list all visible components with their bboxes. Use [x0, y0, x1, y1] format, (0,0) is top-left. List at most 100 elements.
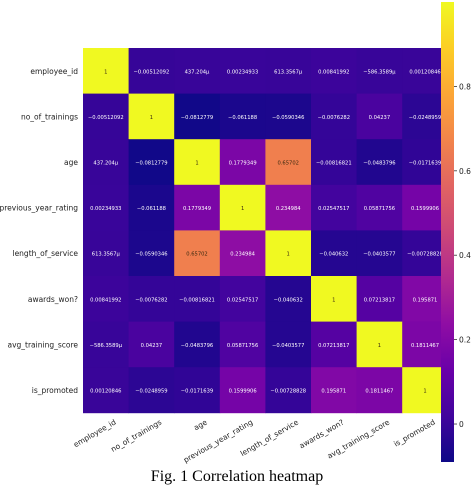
heatmap-cell — [128, 139, 175, 186]
cell-value-label: −0.0076282 — [135, 297, 167, 303]
heatmap-cell — [402, 93, 449, 140]
cell-value-label: 1 — [150, 115, 153, 121]
y-tick-label: no_of_trainings — [21, 112, 78, 121]
cell-value-label: 0.00234933 — [90, 206, 121, 212]
cell-value-label: 0.65702 — [186, 252, 207, 258]
heatmap-cell — [402, 139, 449, 186]
heatmap-cell — [174, 48, 221, 94]
figure-caption: Fig. 1 Correlation heatmap — [150, 468, 324, 485]
heatmap-cell — [83, 230, 129, 277]
cell-value-label: −0.0590346 — [135, 252, 167, 258]
cell-value-label: −0.0248959 — [135, 389, 167, 395]
cell-value-label: 0.65702 — [277, 161, 298, 167]
y-tick-label: previous_year_rating — [0, 204, 78, 213]
cell-value-label: −0.0812779 — [181, 115, 213, 121]
x-tick-label: no_of_trainings — [109, 418, 163, 454]
cell-value-label: 0.07213817 — [364, 297, 395, 303]
cell-value-label: −0.00512092 — [88, 115, 124, 121]
heatmap-cell — [402, 230, 449, 277]
heatmap-cell — [174, 93, 221, 140]
heatmap-cell — [128, 184, 175, 231]
heatmap-cell — [219, 321, 266, 368]
heatmap-cell — [174, 321, 221, 368]
heatmap-cell — [265, 230, 312, 277]
heatmap-cell — [83, 184, 129, 231]
cell-value-label: −0.00728828 — [270, 389, 306, 395]
heatmap-cell — [219, 367, 266, 414]
heatmap-cell — [265, 276, 312, 322]
cell-value-label: 0.195871 — [413, 297, 438, 303]
cell-value-label: 1 — [104, 69, 107, 75]
cell-value-label: 0.195871 — [321, 389, 346, 395]
cell-value-label: −0.0076282 — [318, 115, 350, 121]
heatmap-cell — [83, 48, 129, 94]
cell-value-label: 0.234984 — [276, 206, 301, 212]
x-tick-label: age — [192, 417, 209, 432]
cell-value-label: −0.0171639 — [409, 161, 441, 167]
heatmap-cell — [174, 276, 221, 322]
heatmap-cell — [174, 139, 221, 186]
heatmap-cell — [356, 48, 403, 94]
colorbar-tick-label: 0.4 — [459, 251, 471, 260]
heatmap-cell — [83, 276, 129, 322]
y-tick-label: age — [64, 158, 78, 167]
heatmap-cell — [219, 184, 266, 231]
cell-value-label: 0.00120846 — [90, 389, 121, 395]
heatmap-cell — [83, 367, 129, 414]
heatmap-cell — [311, 48, 357, 94]
heatmap-cell — [311, 93, 357, 140]
cell-value-label: 437.204μ — [93, 161, 118, 167]
cell-value-label: 0.02547517 — [227, 297, 258, 303]
cell-value-label: −0.00816821 — [179, 297, 215, 303]
heatmap-cell — [83, 321, 129, 368]
cell-value-label: −0.0403577 — [363, 252, 395, 258]
cell-value-label: −0.00512092 — [134, 69, 170, 75]
cell-value-label: −0.040632 — [319, 252, 348, 258]
cell-value-label: −0.0171639 — [181, 389, 213, 395]
cell-value-label: 1 — [378, 343, 381, 349]
colorbar-tick-label: 0.2 — [459, 336, 471, 345]
cell-value-label: −0.040632 — [274, 297, 303, 303]
heatmap-cell — [128, 93, 175, 140]
heatmap-cell — [265, 367, 312, 414]
cell-value-label: 0.1599906 — [411, 206, 439, 212]
colorbar-tick-label: 0 — [459, 420, 464, 429]
cell-value-label: −0.061188 — [228, 115, 257, 121]
cell-value-label: 1 — [287, 252, 290, 258]
cell-value-label: −586.3589μ — [90, 343, 123, 349]
cell-value-label: −0.0483796 — [363, 161, 395, 167]
heatmap-cell — [219, 230, 266, 277]
heatmap-cell — [128, 276, 175, 322]
colorbar-tick-label: 0.8 — [459, 82, 471, 91]
heatmap-cell — [356, 276, 403, 322]
heatmap-cell — [402, 276, 449, 322]
heatmap-cell — [356, 184, 403, 231]
heatmap-cell — [311, 367, 357, 414]
cell-value-label: 1 — [241, 206, 244, 212]
heatmap-cell — [219, 93, 266, 140]
cell-value-label: 0.1811467 — [411, 343, 439, 349]
cell-value-label: −0.0248959 — [409, 115, 441, 121]
cell-value-label: 0.00234933 — [227, 69, 258, 75]
cell-value-label: −586.3589μ — [363, 69, 396, 75]
cell-value-label: 1 — [332, 297, 335, 303]
heatmap-cell — [265, 93, 312, 140]
cell-value-label: 1 — [195, 161, 198, 167]
heatmap-cell — [219, 48, 266, 94]
cell-value-label: 437.204μ — [185, 69, 210, 75]
cell-value-label: 0.1779349 — [183, 206, 211, 212]
cell-value-label: 0.1599906 — [229, 389, 257, 395]
heatmap-cell — [83, 139, 129, 186]
heatmap-cell — [356, 321, 403, 368]
heatmap-cell — [128, 48, 175, 94]
heatmap-cell — [128, 367, 175, 414]
cell-value-label: 613.3567μ — [92, 252, 121, 258]
cell-value-label: 0.00841992 — [90, 297, 121, 303]
y-tick-label: avg_training_score — [7, 340, 78, 349]
colorbar-tick-label: 0.6 — [459, 167, 471, 176]
cell-value-label: −0.0483796 — [181, 343, 213, 349]
heatmap-cell — [83, 93, 129, 140]
heatmap-cell — [219, 276, 266, 322]
heatmap-cell — [265, 139, 312, 186]
